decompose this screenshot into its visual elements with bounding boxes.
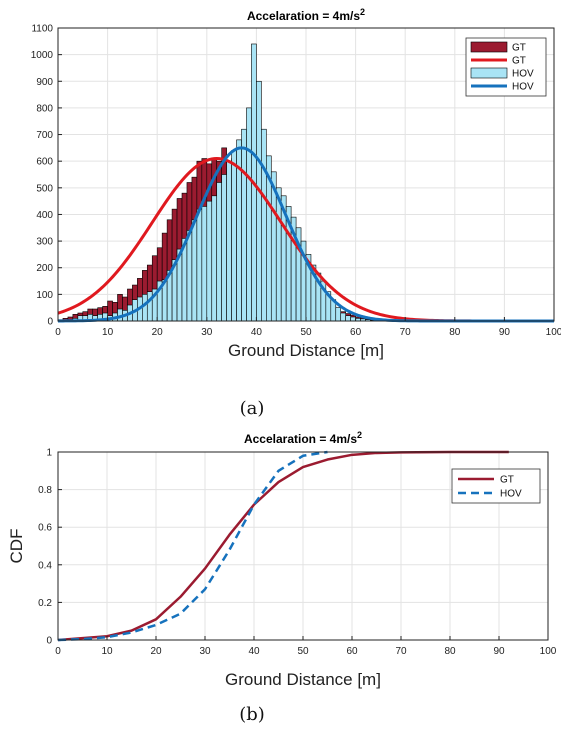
histogram-bar [226,160,232,322]
y-axis-label: CDF [7,529,26,564]
y-tick-label: 600 [36,157,53,168]
y-tick-label: 0.6 [38,523,52,534]
x-tick-label: 100 [546,327,561,338]
y-tick-label: 1100 [31,24,53,35]
y-tick-label: 100 [36,290,53,301]
histogram-bar [350,316,356,322]
histogram-bar [241,128,247,322]
histogram-bar [216,182,222,322]
caption-b: (b) [239,704,265,725]
y-tick-label: 0 [47,317,53,328]
histogram-bar [275,187,282,322]
histogram-bar [142,294,148,322]
histogram-bar [231,150,237,322]
x-tick-label: 10 [101,646,113,657]
legend-label: GT [512,56,526,67]
x-tick-label: 30 [199,646,211,657]
y-tick-label: 400 [36,210,53,221]
chart-title: Accelaration = 4m/s2 [247,7,365,23]
y-tick-label: 0.4 [38,560,52,571]
legend: GT HOV [451,468,541,504]
x-tick-label: 20 [150,646,162,657]
legend-label: GT [512,43,526,54]
x-tick-label: 60 [350,327,362,338]
legend-swatch [470,41,508,53]
x-tick-label: 40 [248,646,260,657]
chart-title: Accelaration = 4m/s2 [244,430,362,446]
histogram-bar [191,219,198,322]
y-tick-labels: 0 0.2 0.4 0.6 0.8 1 [38,448,62,647]
x-tick-label: 0 [55,646,61,657]
x-axis-label: Ground Distance [m] [225,670,381,689]
histogram-bar [196,208,203,322]
histogram-bar [345,315,351,322]
x-tick-label: 10 [102,327,114,338]
x-tick-label: 80 [444,646,456,657]
y-tick-label: 0 [46,636,52,647]
x-tick-label: 50 [297,646,309,657]
histogram-chart: 0 10 20 30 40 50 60 70 80 90 100 0 100 200 300 400 500 6… [31,7,561,360]
x-tick-labels: 0 10 20 30 40 50 60 70 80 90 100 [55,317,561,338]
cdf-line [57,450,328,642]
legend-label: HOV [512,82,534,93]
x-tick-label: 90 [493,646,505,657]
histogram-bar [146,291,153,322]
histogram-bar [340,312,346,322]
y-tick-label: 1000 [31,50,54,61]
x-tick-label: 70 [400,327,412,338]
cdf-chart: 0 10 20 30 40 50 60 70 80 90 100 0 0.2 0.4 0.6 0.8 1 Ac… [7,430,557,689]
x-tick-label: 40 [251,327,263,338]
y-tick-label: 300 [36,237,53,248]
y-tick-label: 1 [46,448,52,459]
histogram-bar [335,307,342,322]
legend-label: GT [500,475,514,486]
caption-a: (a) [240,398,265,419]
y-tick-label: 700 [36,130,53,141]
histogram-bar [261,128,267,322]
x-tick-label: 60 [346,646,358,657]
histogram-bar [211,195,218,322]
y-tick-label: 800 [36,103,53,114]
x-tick-label: 0 [55,327,61,338]
legend-label: HOV [500,489,522,500]
y-tick-label: 200 [36,263,53,274]
histogram-bar [221,174,227,322]
legend-label: HOV [512,69,534,80]
x-tick-label: 20 [152,327,164,338]
histogram-bar [256,80,262,322]
histogram-bar [206,200,213,322]
x-tick-label: 50 [300,327,312,338]
histogram-bar [201,206,208,322]
x-tick-labels: 0 10 20 30 40 50 60 70 80 90 100 [55,636,557,657]
y-tick-label: 0.8 [38,485,52,496]
x-tick-label: 80 [449,327,461,338]
y-tick-label: 500 [36,183,53,194]
x-tick-label: 100 [540,646,557,657]
y-tick-label: 900 [36,77,53,88]
x-tick-label: 70 [395,646,407,657]
x-axis-label: Ground Distance [m] [228,341,384,360]
histogram-bar [246,107,252,322]
legend-swatch [470,67,508,79]
cdf-line [57,450,509,642]
x-tick-label: 90 [499,327,511,338]
histogram-bar [186,230,193,322]
y-tick-label: 0.2 [38,598,52,609]
x-tick-label: 30 [201,327,213,338]
legend: GT GT HOV HOV [465,37,547,97]
cdf-lines [57,450,509,642]
y-tick-labels: 0 100 200 300 400 500 600 700 800 900 1000 1100 [31,24,62,328]
legend-box [451,468,541,504]
